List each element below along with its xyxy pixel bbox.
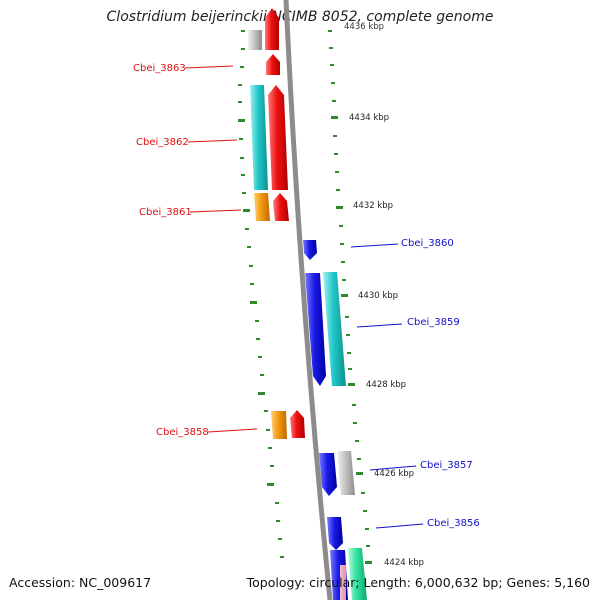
scale-label: 4432 kbp	[353, 201, 393, 211]
gene-cyan-3862	[250, 85, 268, 190]
scale-label-partial: 4436 kbp	[344, 22, 384, 32]
gene-gray-top-left	[248, 30, 262, 50]
forward-gene-labels: Cbei_3860 Cbei_3859 Cbei_3857 Cbei_3856	[350, 238, 480, 529]
scale-label: 4426 kbp	[374, 469, 414, 479]
genome-summary-text: Topology: circular; Length: 6,000,632 bp…	[246, 575, 590, 590]
scale-label: 4434 kbp	[349, 113, 389, 123]
accession-text: Accession: NC_009617	[9, 575, 152, 590]
gene-gray-3857	[337, 451, 355, 495]
scale-label: 4430 kbp	[358, 291, 398, 301]
gene-label-cbei-3858[interactable]: Cbei_3858	[156, 427, 209, 438]
gene-cbei-3857	[319, 453, 337, 496]
gene-mint-bottom-highlight	[340, 565, 346, 600]
inner-ticks	[238, 30, 284, 558]
outer-ticks	[328, 30, 372, 564]
gene-orange-3858	[271, 411, 287, 439]
genome-backbone	[283, 0, 333, 600]
gene-label-cbei-3860[interactable]: Cbei_3860	[401, 238, 454, 249]
gene-label-cbei-3862[interactable]: Cbei_3862	[136, 137, 189, 148]
gene-mint-bottom	[348, 548, 367, 600]
forward-strand-genes	[303, 240, 367, 600]
gene-cbei-3860	[303, 240, 317, 260]
gene-label-cbei-3861[interactable]: Cbei_3861	[139, 207, 192, 218]
gene-cbei-3859	[305, 273, 326, 386]
reverse-gene-labels: Cbei_3863 Cbei_3862 Cbei_3861 Cbei_3858	[133, 63, 258, 438]
gene-cbei-3862	[268, 85, 288, 190]
gene-orange-3861	[254, 193, 270, 221]
gene-label-cbei-3857[interactable]: Cbei_3857	[420, 460, 473, 471]
reverse-strand-genes	[248, 8, 305, 439]
gene-label-cbei-3856[interactable]: Cbei_3856	[427, 518, 480, 529]
gene-cyan-3859	[323, 272, 346, 386]
gene-label-cbei-3859[interactable]: Cbei_3859	[407, 317, 460, 328]
genome-title: Clostridium beijerinckii NCIMB 8052, com…	[106, 9, 494, 25]
gene-label-cbei-3863[interactable]: Cbei_3863	[133, 63, 186, 74]
scale-label: 4424 kbp	[384, 558, 424, 568]
gene-cbei-3858	[290, 410, 305, 438]
scale-label: 4428 kbp	[366, 380, 406, 390]
gene-red-top	[265, 8, 279, 50]
gene-cbei-3861	[273, 193, 289, 221]
gene-cbei-3856	[327, 517, 343, 550]
gene-cbei-3863	[266, 54, 280, 75]
